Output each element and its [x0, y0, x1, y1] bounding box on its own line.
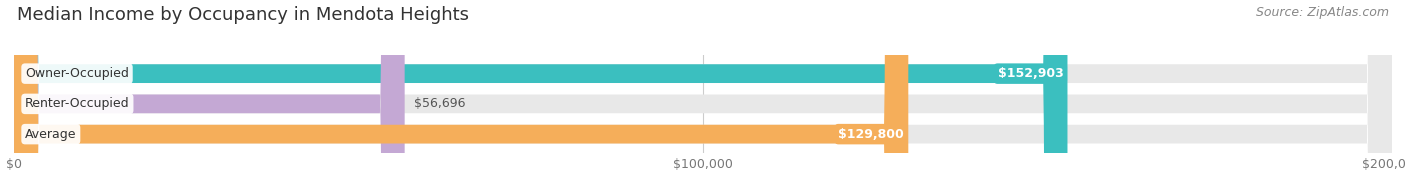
- Text: Owner-Occupied: Owner-Occupied: [25, 67, 129, 80]
- FancyBboxPatch shape: [14, 0, 1392, 196]
- FancyBboxPatch shape: [14, 0, 1067, 196]
- Text: $152,903: $152,903: [998, 67, 1063, 80]
- Text: Average: Average: [25, 128, 76, 141]
- Text: $129,800: $129,800: [838, 128, 904, 141]
- FancyBboxPatch shape: [14, 0, 908, 196]
- Text: $56,696: $56,696: [415, 97, 465, 110]
- Text: Median Income by Occupancy in Mendota Heights: Median Income by Occupancy in Mendota He…: [17, 6, 468, 24]
- FancyBboxPatch shape: [14, 0, 1392, 196]
- Text: Source: ZipAtlas.com: Source: ZipAtlas.com: [1256, 6, 1389, 19]
- FancyBboxPatch shape: [14, 0, 1392, 196]
- FancyBboxPatch shape: [14, 0, 405, 196]
- Text: Renter-Occupied: Renter-Occupied: [25, 97, 129, 110]
